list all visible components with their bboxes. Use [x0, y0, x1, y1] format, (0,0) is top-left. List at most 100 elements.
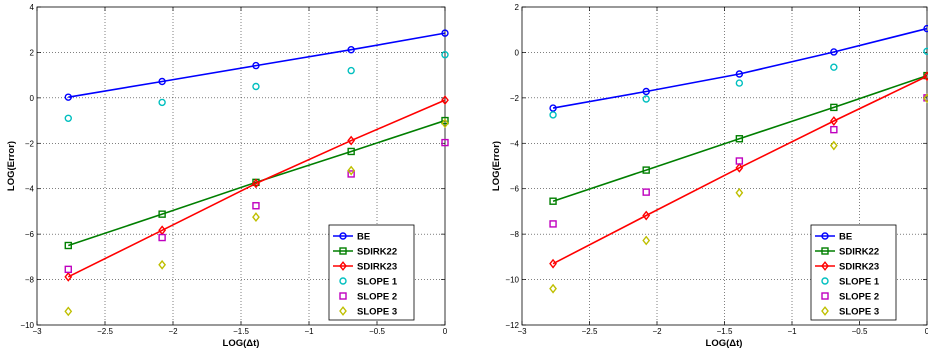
data-point-sdirk23: [347, 135, 356, 146]
legend-marker-slope-2: [339, 292, 347, 300]
data-point-slope-3: [158, 259, 167, 270]
data-point-sdirk22: [735, 135, 744, 143]
y-tick-label: −10: [505, 276, 519, 285]
x-tick-label: −2.5: [97, 327, 113, 336]
x-tick-label: 0: [443, 327, 448, 336]
series-line-sdirk23: [67, 99, 446, 278]
legend-marker-be: [339, 232, 347, 240]
data-point-slope-2: [158, 233, 166, 242]
data-point-slope-2: [252, 202, 260, 210]
legend-marker-slope-3: [821, 306, 829, 316]
data-point-be: [252, 61, 260, 70]
legend-box: [328, 224, 415, 321]
legend-marker-slope-1: [821, 277, 829, 285]
data-point-sdirk22: [158, 210, 166, 218]
data-point-sdirk22: [441, 116, 449, 125]
series-line-sdirk23: [552, 75, 928, 265]
data-point-slope-2: [347, 170, 355, 178]
x-tick-label: 0: [925, 327, 928, 336]
series-line-sdirk22: [552, 74, 928, 202]
data-point-sdirk23: [735, 162, 744, 173]
data-point-sdirk23: [252, 178, 260, 189]
legend-marker-slope-1: [339, 277, 347, 285]
data-point-sdirk23: [923, 71, 928, 82]
legend: BE SDIRK22 SDIRK23 SLOPE 1 SLOPE 2 SLOPE 3: [810, 224, 897, 321]
legend-marker-slope-3: [339, 306, 347, 316]
x-tick-label: −3: [517, 327, 527, 336]
y-tick-label: −4: [25, 185, 35, 194]
y-tick-label: −8: [25, 276, 35, 285]
data-point-sdirk22: [830, 103, 838, 112]
legend-marker-sdirk22: [821, 247, 829, 255]
data-point-be: [923, 24, 928, 33]
y-tick-label: −12: [505, 321, 519, 330]
x-tick-label: −1.5: [233, 327, 249, 336]
series-line-be: [552, 27, 928, 109]
data-point-slope-1: [923, 47, 928, 55]
legend-marker-sdirk23: [821, 261, 829, 271]
data-point-slope-1: [549, 111, 557, 119]
data-point-slope-1: [642, 95, 650, 103]
legend: BE SDIRK22 SDIRK23 SLOPE 1 SLOPE 2 SLOPE 3: [328, 224, 415, 321]
x-tick-label: −1: [787, 327, 797, 336]
y-tick-label: −2: [510, 94, 520, 103]
legend-label-slope-1: SLOPE 1: [357, 277, 398, 288]
y-tick-label: −6: [25, 230, 35, 239]
data-point-slope-3: [252, 212, 260, 223]
x-tick-label: −1: [304, 327, 314, 336]
data-point-slope-1: [158, 98, 166, 107]
data-point-slope-3: [347, 165, 356, 176]
legend-label-be: BE: [357, 232, 370, 243]
y-tick-label: 4: [30, 3, 35, 12]
x-axis-label: LOG(Δt): [223, 338, 260, 349]
data-point-be: [735, 70, 744, 78]
data-point-sdirk23: [441, 95, 449, 106]
legend-marker-slope-2: [821, 292, 829, 300]
data-point-sdirk23: [829, 116, 838, 126]
chart-panel-1: −3 −2.5 −2 −1.5 −1 −0.5 0 −10 −8 −6 −4 −2 0 2 4 LOG(Δt)…: [6, 3, 449, 349]
data-point-be: [158, 77, 166, 86]
data-point-slope-2: [735, 157, 744, 165]
y-tick-label: −10: [20, 321, 34, 330]
data-point-be: [441, 29, 449, 37]
x-tick-label: −1.5: [717, 327, 733, 336]
data-point-slope-2: [64, 265, 72, 274]
legend-marker-sdirk23: [339, 261, 347, 271]
x-axis-label: LOG(Δt): [706, 338, 743, 349]
legend-label-be: BE: [839, 232, 852, 243]
legend-box: [810, 224, 897, 321]
data-point-sdirk23: [642, 210, 651, 221]
data-point-slope-1: [735, 79, 744, 87]
data-point-slope-1: [64, 114, 72, 123]
legend-label-sdirk23: SDIRK23: [839, 262, 879, 273]
series-line-be: [68, 32, 446, 98]
legend-label-slope-1: SLOPE 1: [839, 277, 880, 288]
x-tick-label: −2.5: [582, 327, 598, 336]
legend-label-slope-3: SLOPE 3: [357, 307, 397, 318]
legend-marker-sdirk22: [339, 247, 347, 255]
data-point-be: [642, 87, 650, 96]
legend-label-slope-3: SLOPE 3: [839, 307, 879, 318]
data-point-sdirk23: [549, 258, 557, 269]
data-point-slope-1: [830, 63, 838, 71]
data-point-be: [64, 93, 72, 101]
chart-panel-2: −3 −2.5 −2 −1.5 −1 −0.5 0 −12 −10 −8 −6 −4 −2 0 2 LOG(Δ…: [491, 3, 928, 349]
data-point-slope-3: [549, 283, 557, 294]
data-point-sdirk22: [64, 241, 72, 250]
x-tick-label: −2: [652, 327, 662, 336]
data-point-slope-3: [923, 93, 928, 104]
data-point-slope-2: [642, 188, 650, 196]
y-tick-label: −2: [25, 139, 35, 148]
y-axis-label: LOG(Error): [6, 141, 17, 191]
legend-label-sdirk22: SDIRK22: [357, 247, 397, 258]
legend-label-slope-2: SLOPE 2: [357, 292, 397, 303]
legend-marker-be: [821, 232, 829, 240]
x-tick-label: −0.5: [852, 327, 868, 336]
data-point-sdirk23: [64, 271, 73, 282]
x-tick-label: −3: [32, 327, 42, 336]
data-point-sdirk22: [347, 147, 355, 156]
data-point-slope-3: [441, 118, 449, 129]
data-point-slope-3: [64, 306, 73, 317]
y-tick-label: 2: [30, 48, 35, 57]
